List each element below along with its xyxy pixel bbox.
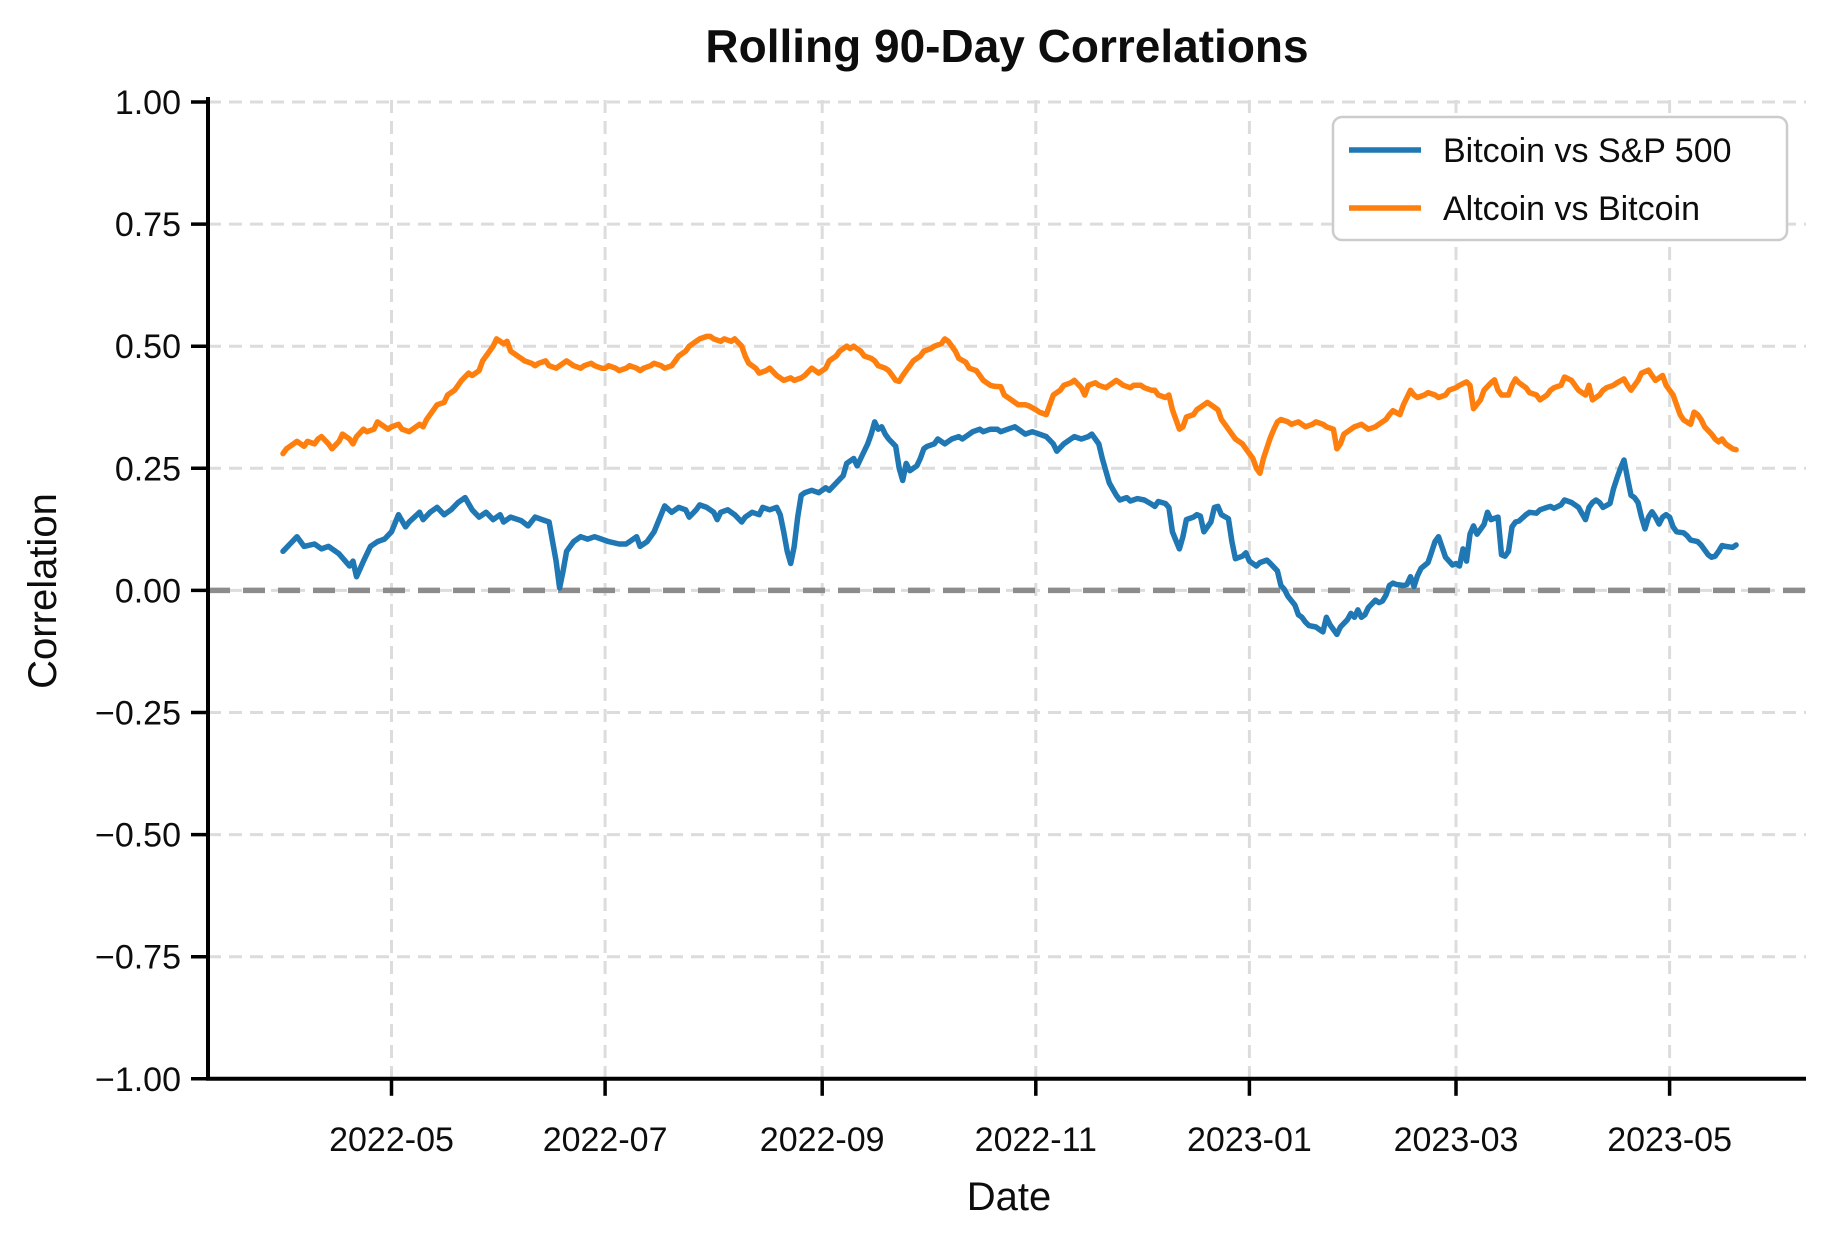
y-tick-label: −1.00 <box>95 1061 181 1099</box>
x-tick-label: 2022-05 <box>329 1121 454 1159</box>
y-tick-label: 0.50 <box>115 328 181 366</box>
y-tick-label: −0.75 <box>95 939 181 977</box>
legend: Bitcoin vs S&P 500 Altcoin vs Bitcoin <box>1331 115 1789 242</box>
series-line-altcoin-bitcoin <box>280 333 1739 476</box>
legend-label-bitcoin-sp500: Bitcoin vs S&P 500 <box>1443 132 1732 170</box>
x-tick-label: 2022-11 <box>975 1121 1097 1159</box>
y-tick-label: 0.25 <box>115 450 181 488</box>
y-tick-label: 0.00 <box>115 572 181 610</box>
y-axis-label: Correlation <box>21 493 65 689</box>
x-axis-label: Date <box>967 1175 1052 1219</box>
legend-label-altcoin-bitcoin: Altcoin vs Bitcoin <box>1443 190 1700 228</box>
grid-lines <box>208 100 1806 1079</box>
chart-title: Rolling 90-Day Correlations <box>705 20 1308 72</box>
x-tick-label: 2022-07 <box>543 1121 668 1159</box>
y-tick-label: −0.50 <box>95 817 181 855</box>
x-tick-label: 2023-05 <box>1607 1121 1732 1159</box>
axis-ticks <box>191 100 1672 1096</box>
x-tick-label: 2023-03 <box>1394 1121 1519 1159</box>
x-tick-label: 2023-01 <box>1187 1121 1312 1159</box>
series-line-bitcoin-sp500 <box>280 419 1739 638</box>
y-tick-label: 1.00 <box>115 84 181 122</box>
axis-spines <box>206 97 1806 1081</box>
y-tick-label: 0.75 <box>115 206 181 244</box>
legend-box <box>1331 115 1789 242</box>
y-tick-label: −0.25 <box>95 695 181 733</box>
x-tick-label: 2022-09 <box>760 1121 885 1159</box>
series-lines <box>280 333 1739 638</box>
tick-labels: −1.00 −0.75 −0.50 −0.25 0.00 0.25 0.50 0.75 1.00… <box>95 84 1732 1159</box>
